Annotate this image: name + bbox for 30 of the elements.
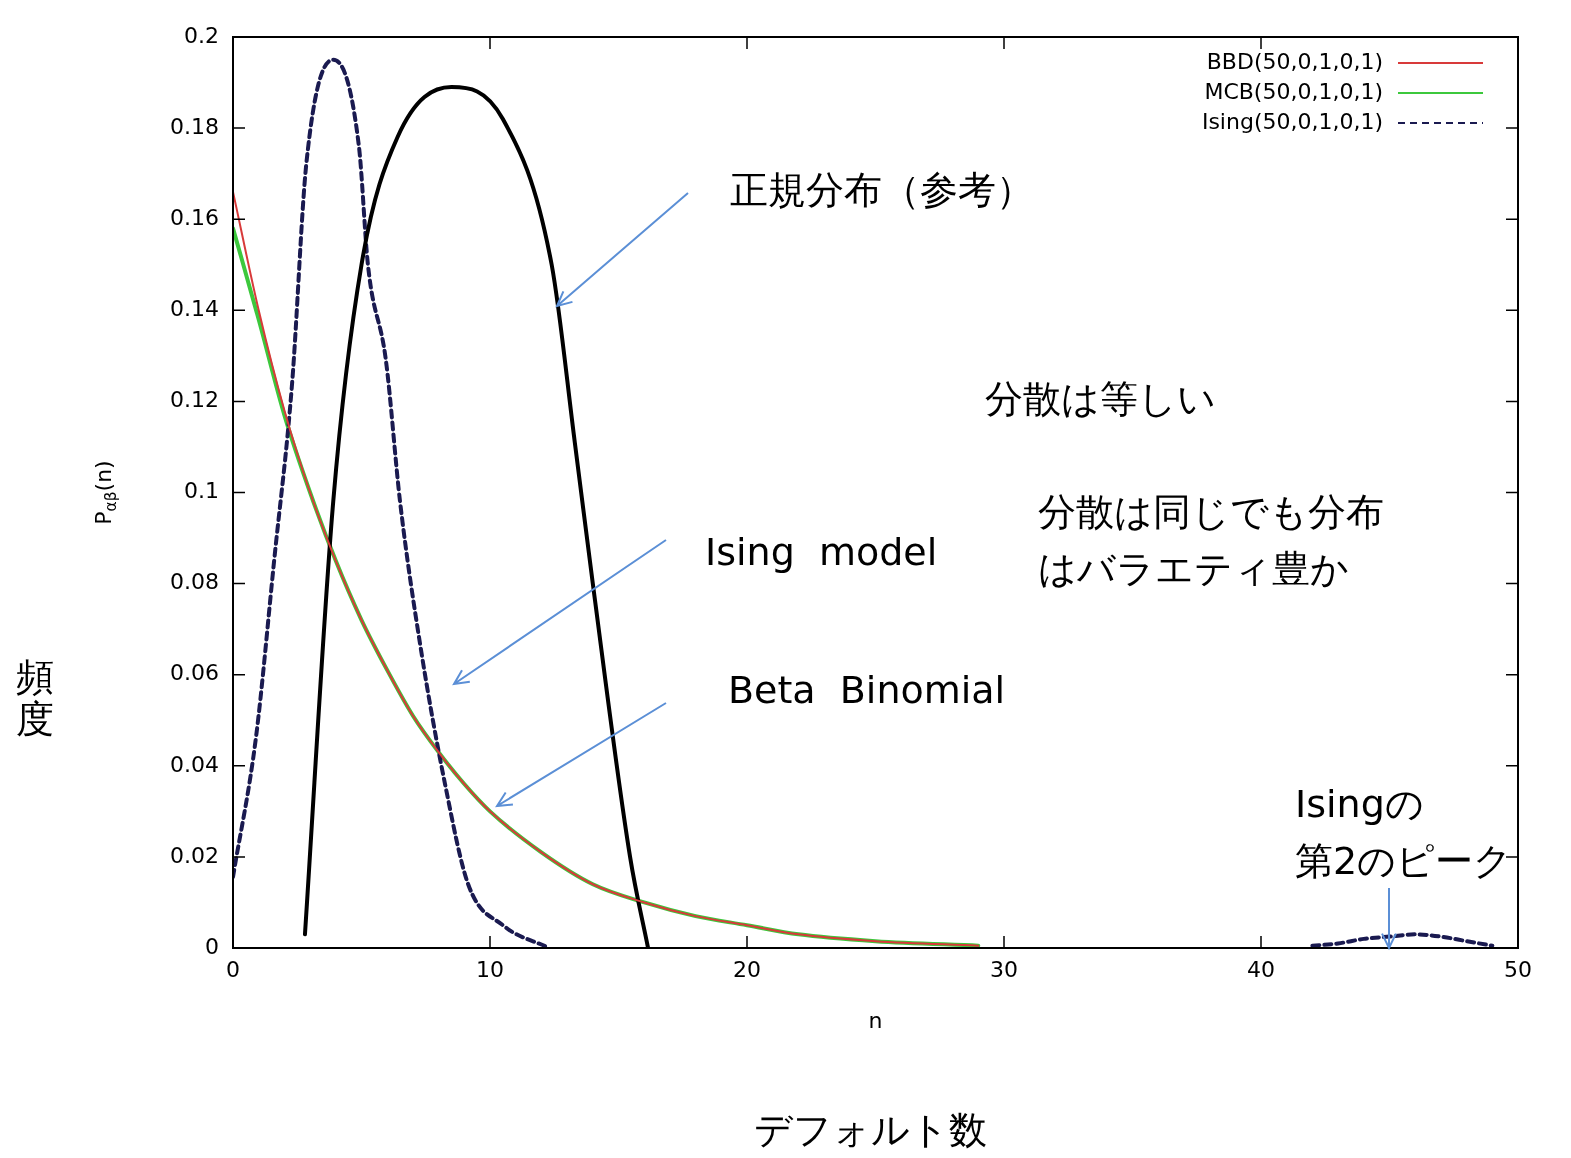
- x-axis-title: n: [868, 1007, 883, 1033]
- x-tick-label: 30: [990, 956, 1018, 982]
- x-tick-label: 20: [733, 956, 761, 982]
- text: 頻度: [16, 654, 54, 741]
- annotation: 分散は等しい: [985, 376, 1216, 421]
- annotation: 分散は同じでも分布はバラエティ豊か: [1038, 489, 1384, 591]
- annotation: Beta Binomial: [728, 667, 1006, 712]
- legend-label: BBD(50,0,1,0,1): [1206, 48, 1383, 74]
- y-tick-label: 0.2: [184, 22, 219, 48]
- annotation: Ising model: [705, 529, 938, 574]
- y-tick-label: 0.12: [170, 387, 219, 413]
- x-tick-label: 40: [1247, 956, 1275, 982]
- y-tick-label: 0.08: [170, 569, 219, 595]
- x-tick-label: 0: [226, 956, 240, 982]
- text: デフォルト数: [753, 1107, 987, 1152]
- y-tick-label: 0.16: [170, 204, 219, 230]
- annotation: 正規分布（参考）: [730, 167, 1034, 212]
- y-axis-title: Pαβ(n): [90, 460, 120, 525]
- y-tick-label: 0.02: [170, 842, 219, 868]
- x-tick-label: 50: [1504, 956, 1532, 982]
- y-tick-label: 0.06: [170, 660, 219, 686]
- annotation: Isingの第2のピーク: [1295, 781, 1513, 883]
- legend-label: MCB(50,0,1,0,1): [1204, 78, 1383, 104]
- y-tick-label: 0.04: [170, 751, 219, 777]
- y-tick-label: 0.1: [184, 478, 219, 504]
- legend-label: Ising(50,0,1,0,1): [1201, 108, 1383, 134]
- x-tick-label: 10: [476, 956, 504, 982]
- y-tick-label: 0.18: [170, 113, 219, 139]
- y-tick-label: 0.14: [170, 296, 219, 322]
- y-tick-label: 0: [205, 933, 219, 959]
